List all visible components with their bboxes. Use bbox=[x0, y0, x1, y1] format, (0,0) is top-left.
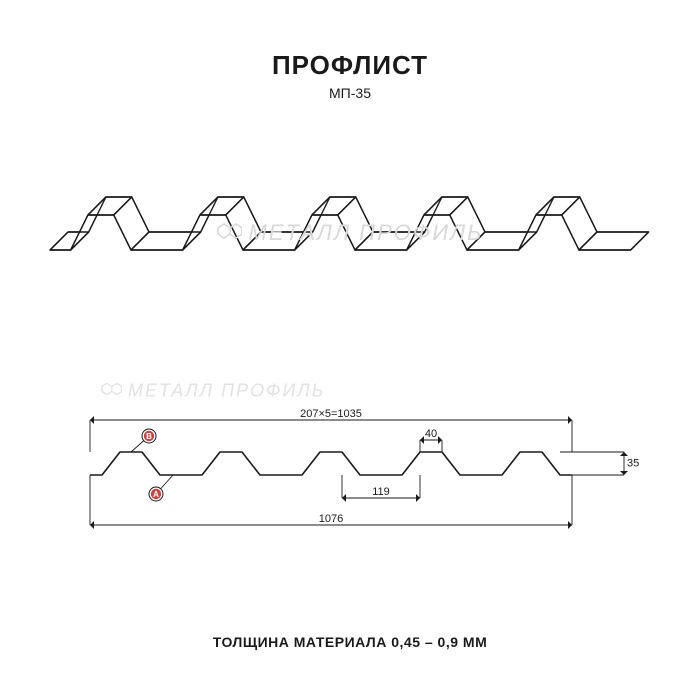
svg-text:A: A bbox=[153, 490, 159, 499]
svg-text:35: 35 bbox=[627, 458, 639, 470]
title-block: ПРОФЛИСТ МП-35 bbox=[0, 50, 700, 101]
technical-drawing: 207×5=1035 40 35 119 1076 B A bbox=[60, 390, 640, 550]
svg-text:40: 40 bbox=[425, 428, 437, 440]
profile-3d-diagram bbox=[40, 160, 660, 280]
page-subtitle: МП-35 bbox=[0, 85, 700, 101]
svg-text:B: B bbox=[146, 432, 152, 441]
svg-text:119: 119 bbox=[372, 486, 390, 498]
svg-text:1076: 1076 bbox=[319, 513, 343, 525]
svg-text:207×5=1035: 207×5=1035 bbox=[300, 408, 362, 420]
page-title: ПРОФЛИСТ bbox=[0, 50, 700, 81]
material-thickness-note: ТОЛЩИНА МАТЕРИАЛА 0,45 – 0,9 ММ bbox=[0, 634, 700, 650]
